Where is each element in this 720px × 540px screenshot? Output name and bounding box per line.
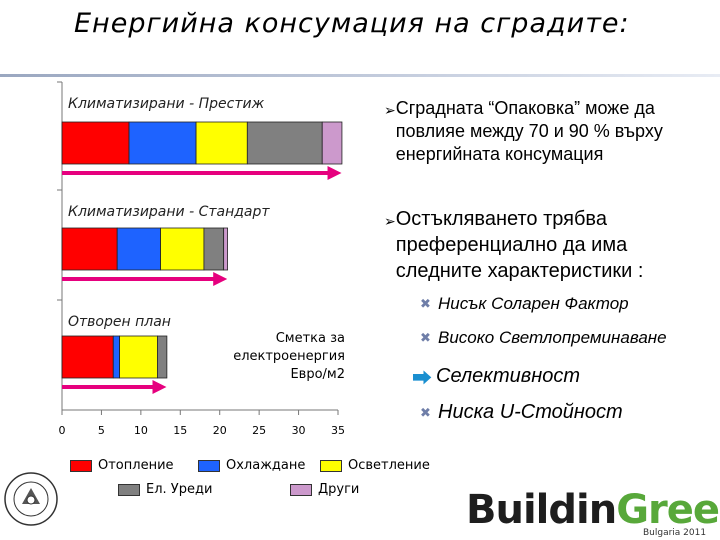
arrow-bullet-icon: ➢ [384, 102, 396, 118]
group-prestige-bar-2 [195, 121, 248, 165]
sub-item-solar-factor-text: Нисък Соларен Фактор [438, 294, 629, 313]
group-open-plan-bar-1 [112, 335, 120, 379]
group-open-plan-bar-3 [157, 335, 168, 379]
legend-swatch-heating [70, 459, 92, 472]
bullet-glazing: ➢ Остъкляването трябва преференциално да… [384, 206, 704, 284]
page-title: Енергийна консумация на сградите: [74, 8, 630, 39]
x-tick-label-30: 30 [292, 424, 306, 437]
sub-item-light-transmission-text: Високо Светлопреминаване [438, 328, 667, 347]
cross-bullet-icon: ✖ [420, 404, 431, 420]
cross-bullet-icon: ✖ [420, 296, 431, 311]
bullet-envelope-text: Сградната “Опаковка” може да повлияе меж… [395, 98, 663, 164]
x-tick-label-35: 35 [331, 424, 345, 437]
sub-item-u-value: ✖ Ниска U-Стойност [420, 401, 623, 424]
legend-label-cooling: Охлаждане [226, 458, 306, 473]
logo-part-green: Green [616, 487, 720, 533]
legend-label-lighting: Осветление [348, 458, 430, 473]
legend-swatch-lighting [320, 459, 342, 472]
implies-arrow-icon: ⮕ [412, 368, 432, 390]
legend-item-appliances: Ел. Уреди [118, 482, 212, 497]
advisory-seal-logo [4, 472, 58, 526]
group-standard-label: Климатизирани - Стандарт [68, 204, 270, 220]
arrow-bullet-icon: ➢ [384, 213, 396, 229]
bullet-glazing-text: Остъкляването трябва преференциално да и… [395, 208, 644, 282]
bullet-envelope: ➢ Сградната “Опаковка” може да повлияе м… [384, 97, 702, 166]
group-prestige-bar-3 [246, 121, 323, 165]
title-divider [0, 74, 720, 77]
group-open-plan-bar-0 [61, 335, 114, 379]
sub-item-u-value-text: Ниска U-Стойност [438, 401, 623, 423]
group-prestige-bar-0 [61, 121, 130, 165]
group-standard-bar-1 [116, 227, 161, 271]
group-prestige-bar-4 [321, 121, 343, 165]
group-standard-bar-0 [61, 227, 118, 271]
logo-part-build: Buildin [466, 487, 617, 533]
x-tick-label-20: 20 [213, 424, 227, 437]
x-axis-caption: Сметка за електроенергия Евро/м2 [233, 331, 345, 382]
x-tick-label-10: 10 [134, 424, 148, 437]
legend-item-heating: Отопление [70, 458, 174, 473]
selectivity-text: Селективност [436, 365, 580, 387]
legend-swatch-cooling [198, 459, 220, 472]
group-open-plan-label: Отворен план [68, 314, 171, 330]
x-tick-label-5: 5 [98, 424, 105, 437]
legend-label-other: Други [318, 482, 360, 497]
group-standard-bar-3 [203, 227, 225, 271]
buildingreen-logo: BuildinGreen [466, 490, 720, 530]
legend-item-cooling: Охлаждане [198, 458, 305, 473]
legend-item-other: Други [290, 482, 359, 497]
legend-swatch-appliances [118, 483, 140, 496]
selectivity-result: ⮕ Селективност [412, 362, 580, 391]
logo-subtitle: Bulgaria 2011 [643, 528, 707, 538]
x-tick-label-25: 25 [252, 424, 266, 437]
cross-bullet-icon: ✖ [420, 330, 431, 345]
sub-item-solar-factor: ✖ Нисък Соларен Фактор [420, 294, 629, 314]
group-standard-bar-2 [160, 227, 205, 271]
group-prestige-label: Климатизирани - Престиж [68, 96, 265, 112]
legend-swatch-other [290, 483, 312, 496]
group-standard-bar-4 [223, 227, 229, 271]
group-prestige-bar-1 [128, 121, 197, 165]
x-tick-label-15: 15 [173, 424, 187, 437]
legend-label-heating: Отопление [98, 458, 174, 473]
group-open-plan-bar-2 [119, 335, 158, 379]
legend-item-lighting: Осветление [320, 458, 430, 473]
sub-item-light-transmission: ✖ Високо Светлопреминаване [420, 328, 667, 348]
legend-label-appliances: Ел. Уреди [146, 482, 213, 497]
x-tick-label-0: 0 [59, 424, 66, 437]
